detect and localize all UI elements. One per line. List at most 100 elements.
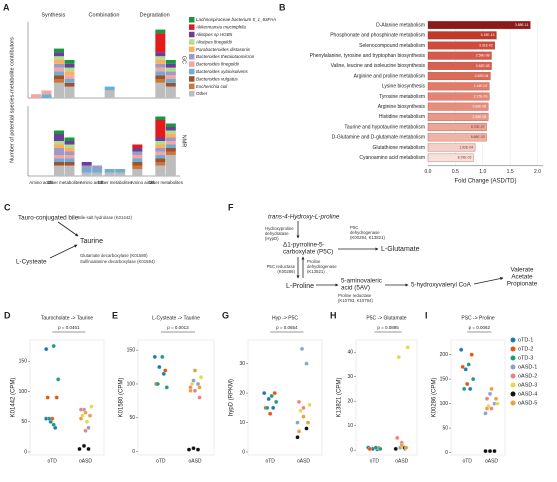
x-tick-label: 1.0 — [479, 169, 486, 175]
point — [51, 343, 56, 349]
point — [304, 361, 309, 366]
bar — [427, 102, 489, 111]
legend-marker — [510, 400, 516, 406]
bar-segment — [155, 60, 166, 64]
point — [395, 435, 400, 441]
arrow — [57, 221, 79, 237]
bar-segment — [155, 75, 166, 79]
node: L-Proline — [286, 283, 314, 290]
legend-label: oASD-5 — [518, 400, 537, 406]
bar-segment — [41, 94, 52, 98]
bar-segment — [132, 148, 143, 152]
point — [189, 381, 195, 387]
point — [197, 395, 202, 400]
bar-segment — [104, 172, 115, 176]
x-tick-label: oTD — [370, 458, 380, 464]
legend-swatch — [189, 46, 195, 53]
legend-label: Alistipes finegoldii — [195, 39, 233, 44]
point — [298, 408, 303, 413]
enzyme: (K00286) — [277, 269, 295, 274]
y-tick-label: Cyanoamino acid metabolism — [359, 155, 425, 161]
bar-segment — [64, 137, 75, 141]
legend-label: Parabacteroides distasonis — [196, 47, 251, 52]
node: 5-aminovaleric — [341, 278, 382, 285]
bar-segment — [165, 123, 176, 127]
bar-segment — [104, 169, 115, 173]
bar-segment — [165, 134, 176, 138]
enzyme: Hydroxyproline — [265, 226, 294, 231]
bar — [427, 61, 492, 70]
enzyme: Proline reductase — [338, 293, 372, 298]
bar-segment — [54, 60, 64, 64]
point — [487, 391, 493, 396]
bar-label: 1.14E-02 — [474, 84, 488, 88]
bar-segment — [115, 169, 126, 173]
legend-marker — [510, 346, 516, 352]
x-tick-label: 0.5 — [452, 169, 459, 175]
point — [299, 346, 305, 351]
point — [197, 385, 202, 390]
plot-frame — [247, 339, 323, 456]
legend-marker — [510, 337, 516, 343]
y-tick-label: 30 — [347, 374, 353, 380]
point — [269, 393, 274, 399]
bar — [427, 123, 487, 132]
point — [468, 386, 473, 392]
y-tick-label: Taurine and hypotaurine metabolism — [344, 124, 425, 130]
bar-segment — [165, 86, 176, 98]
point — [296, 429, 302, 434]
bar-segment — [155, 158, 166, 162]
legend-marker — [510, 364, 516, 370]
group-title: Synthesis — [41, 12, 65, 18]
legend-swatch — [189, 31, 195, 38]
y-tick-label: 100 — [440, 401, 449, 407]
bar-segment — [64, 71, 75, 76]
bar-segment — [155, 144, 166, 148]
point — [469, 352, 474, 357]
legend-label: oTD-3 — [518, 355, 533, 361]
node: L-Cysteate — [16, 259, 47, 266]
bar-segment — [81, 169, 92, 173]
y-tick-label: 10 — [347, 423, 353, 429]
plot-frame — [29, 339, 105, 456]
point — [487, 448, 493, 454]
point — [492, 448, 497, 454]
bar-segment — [132, 144, 143, 148]
bar — [427, 41, 495, 50]
y-tick-label: D-Alanine metabolism — [376, 22, 425, 28]
legend-marker — [510, 391, 516, 397]
point — [295, 420, 300, 425]
bar-segment — [165, 60, 176, 64]
y-tick-label: Tyrosine metabolism — [379, 94, 425, 100]
x-tick-label: oTD — [156, 458, 166, 464]
legend-swatch — [189, 76, 195, 82]
bar-segment — [81, 165, 92, 169]
panel-label: E — [112, 310, 118, 320]
bar-label: 6.66E-03 — [471, 135, 485, 139]
facet-label: GC — [181, 56, 187, 64]
bar-label: 2.62E-04 — [475, 74, 489, 78]
x-tick-label: 2.0 — [534, 169, 541, 175]
bar-segment — [155, 52, 166, 57]
annotation: p = 0.0895 — [377, 325, 399, 330]
group-title: Degradation — [140, 12, 170, 18]
y-tick-label: Phosphonate and phosphinate metabolism — [330, 33, 425, 39]
bar-segment — [64, 79, 75, 83]
x-tick-label: 0.0 — [425, 169, 432, 175]
bar-segment — [41, 90, 52, 95]
bar-segment — [64, 63, 75, 68]
enzyme: (K00294, K13821) — [350, 235, 385, 240]
panel-label: F — [228, 202, 234, 212]
bar-segment — [155, 79, 166, 83]
bar-segment — [92, 165, 103, 169]
point — [305, 420, 311, 425]
bar-segment — [54, 162, 64, 166]
y-tick-label: 0 — [445, 450, 448, 456]
node: Acetate — [511, 274, 533, 281]
y-tick-label: 150 — [127, 347, 136, 353]
node: Propionate — [507, 281, 538, 288]
bar — [427, 112, 489, 121]
bar-segment — [165, 67, 176, 72]
point — [51, 422, 56, 427]
bar-segment — [155, 67, 166, 72]
